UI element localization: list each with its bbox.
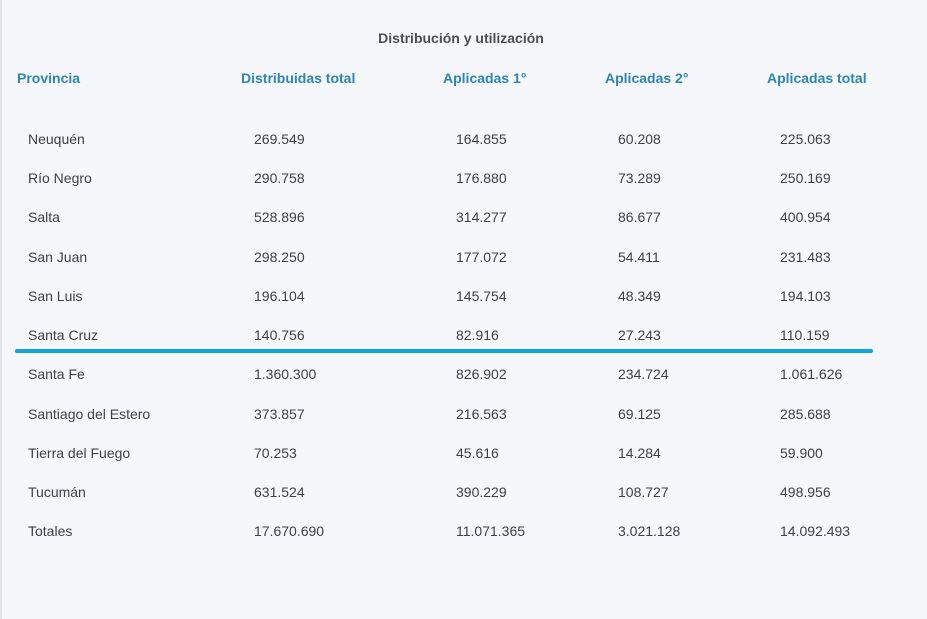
- cell-distribuidas-total: 1.360.300: [254, 366, 317, 382]
- cell-aplicadas-1: 826.902: [456, 366, 507, 382]
- column-header-aplicadas-1[interactable]: Aplicadas 1°: [443, 70, 527, 86]
- column-header-aplicadas-total[interactable]: Aplicadas total: [767, 70, 867, 86]
- cell-distribuidas-total: 298.250: [254, 249, 305, 265]
- cell-provincia: Tucumán: [28, 484, 86, 500]
- table-row: Santiago del Estero 373.857 216.563 69.1…: [0, 406, 927, 426]
- cell-aplicadas-1: 164.855: [456, 131, 507, 147]
- cell-distribuidas-total: 140.756: [254, 327, 305, 343]
- table-row: Tierra del Fuego 70.253 45.616 14.284 59…: [0, 445, 927, 465]
- cell-provincia: San Luis: [28, 288, 83, 304]
- cell-aplicadas-total: 14.092.493: [780, 523, 851, 539]
- cell-distribuidas-total: 269.549: [254, 131, 305, 147]
- cell-provincia: San Juan: [28, 249, 88, 265]
- cell-aplicadas-total: 498.956: [780, 484, 831, 500]
- cell-distribuidas-total: 196.104: [254, 288, 305, 304]
- table-row: San Luis 196.104 145.754 48.349 194.103: [0, 288, 927, 308]
- table-header: Provincia Distribuidas total Aplicadas 1…: [0, 70, 927, 92]
- cell-aplicadas-2: 27.243: [618, 327, 661, 343]
- table-row: Neuquén 269.549 164.855 60.208 225.063: [0, 131, 927, 151]
- column-header-aplicadas-2[interactable]: Aplicadas 2°: [605, 70, 689, 86]
- cell-aplicadas-total: 110.159: [780, 327, 830, 343]
- cell-aplicadas-total: 194.103: [780, 288, 831, 304]
- cell-provincia: Tierra del Fuego: [28, 445, 131, 461]
- cell-aplicadas-1: 45.616: [456, 445, 499, 461]
- cell-aplicadas-total: 231.483: [780, 249, 831, 265]
- table-title: Distribución y utilización: [378, 30, 544, 46]
- cell-aplicadas-2: 14.284: [618, 445, 661, 461]
- cell-aplicadas-2: 54.411: [618, 249, 660, 265]
- cell-distribuidas-total: 70.253: [254, 445, 297, 461]
- cell-distribuidas-total: 373.857: [254, 406, 305, 422]
- column-header-distribuidas-total[interactable]: Distribuidas total: [241, 70, 356, 86]
- cell-aplicadas-2: 108.727: [618, 484, 669, 500]
- cell-aplicadas-total: 400.954: [780, 209, 831, 225]
- cell-aplicadas-1: 216.563: [456, 406, 507, 422]
- table-row: Santa Fe 1.360.300 826.902 234.724 1.061…: [0, 366, 927, 386]
- cell-aplicadas-1: 390.229: [456, 484, 507, 500]
- cell-provincia: Santiago del Estero: [28, 406, 151, 422]
- cell-aplicadas-2: 86.677: [618, 209, 661, 225]
- cell-aplicadas-2: 234.724: [618, 366, 669, 382]
- cell-aplicadas-2: 73.289: [618, 170, 661, 186]
- cell-aplicadas-2: 69.125: [618, 406, 661, 422]
- cell-provincia: Río Negro: [28, 170, 92, 186]
- cell-aplicadas-1: 176.880: [456, 170, 507, 186]
- cell-distribuidas-total: 528.896: [254, 209, 305, 225]
- cell-aplicadas-total: 225.063: [780, 131, 831, 147]
- cell-aplicadas-1: 314.277: [456, 209, 507, 225]
- cell-aplicadas-total: 285.688: [780, 406, 831, 422]
- cell-aplicadas-2: 60.208: [618, 131, 661, 147]
- totals-row: Totales 17.670.690 11.071.365 3.021.128 …: [0, 523, 927, 543]
- table-row: Río Negro 290.758 176.880 73.289 250.169: [0, 170, 927, 190]
- cell-provincia: Neuquén: [28, 131, 85, 147]
- table-row: San Juan 298.250 177.072 54.411 231.483: [0, 249, 927, 269]
- left-border: [0, 0, 2, 619]
- cell-provincia: Salta: [28, 209, 60, 225]
- table-row: Salta 528.896 314.277 86.677 400.954: [0, 209, 927, 229]
- cell-aplicadas-1: 177.072: [456, 249, 507, 265]
- scroll-position-divider: [15, 349, 873, 353]
- cell-distribuidas-total: 17.670.690: [254, 523, 325, 539]
- cell-aplicadas-2: 48.349: [618, 288, 661, 304]
- cell-aplicadas-total: 59.900: [780, 445, 823, 461]
- cell-provincia: Totales: [28, 523, 73, 539]
- table-row: Santa Cruz 140.756 82.916 27.243 110.159: [0, 327, 927, 347]
- cell-aplicadas-1: 145.754: [456, 288, 507, 304]
- cell-aplicadas-total: 1.061.626: [780, 366, 843, 382]
- column-header-provincia[interactable]: Provincia: [17, 70, 81, 86]
- cell-aplicadas-1: 11.071.365: [456, 523, 526, 539]
- cell-provincia: Santa Fe: [28, 366, 85, 382]
- table-row: Tucumán 631.524 390.229 108.727 498.956: [0, 484, 927, 504]
- cell-aplicadas-2: 3.021.128: [618, 523, 681, 539]
- cell-aplicadas-1: 82.916: [456, 327, 499, 343]
- cell-aplicadas-total: 250.169: [780, 170, 831, 186]
- cell-provincia: Santa Cruz: [28, 327, 99, 343]
- cell-distribuidas-total: 631.524: [254, 484, 305, 500]
- cell-distribuidas-total: 290.758: [254, 170, 305, 186]
